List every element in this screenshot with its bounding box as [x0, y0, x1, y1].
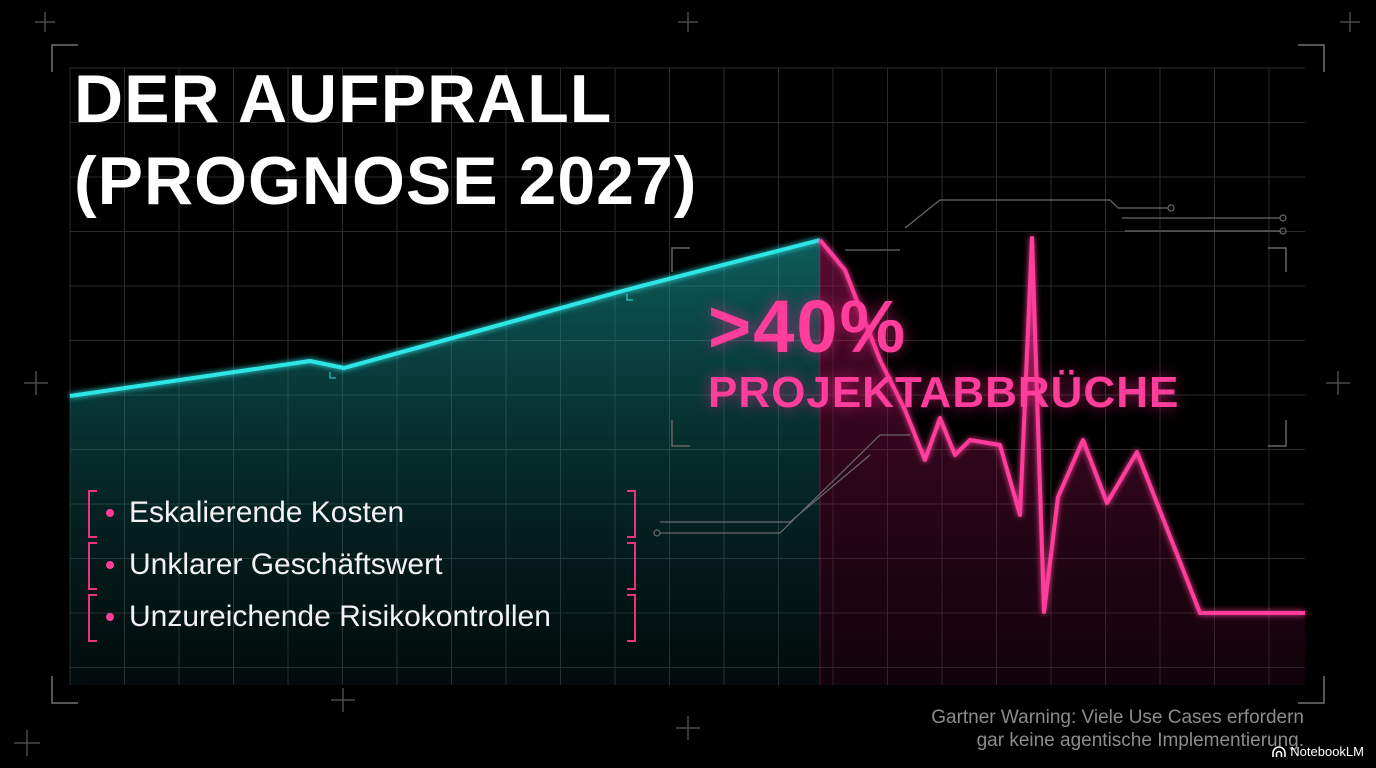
- bullet-text: Unzureichende Risikokontrollen: [129, 600, 551, 633]
- bracket-left-icon: [88, 594, 97, 642]
- bracket-left-icon: [88, 542, 97, 590]
- crosshair-icon: [14, 12, 1360, 756]
- growth-area: [70, 240, 820, 685]
- page-title: DER AUFPRALL (PROGNOSE 2027): [74, 58, 697, 222]
- title-line-1: DER AUFPRALL: [74, 61, 613, 137]
- circuit-lines: [653, 199, 1287, 537]
- bracket-frame: [671, 247, 1287, 447]
- footnote-line-1: Gartner Warning: Viele Use Cases erforde…: [931, 707, 1304, 728]
- footnote: Gartner Warning: Viele Use Cases erforde…: [931, 706, 1304, 752]
- footnote-line-2: gar keine agentische Implementierung.: [976, 730, 1304, 751]
- growth-line: [69, 238, 821, 398]
- stat-value: >40%: [708, 285, 908, 368]
- crash-line: [818, 236, 1305, 615]
- bracket-right-icon: [627, 594, 636, 642]
- bracket-left-icon: [88, 490, 97, 538]
- highlight-stat: >40% PROJEKTABBRÜCHE: [708, 288, 1179, 420]
- pink-dot-icon: [106, 613, 114, 621]
- pink-dot-icon: [106, 509, 114, 517]
- stat-label: PROJEKTABBRÜCHE: [708, 368, 1180, 417]
- bullet-list: Eskalierende Kosten Unklarer Geschäftswe…: [88, 490, 636, 646]
- list-item: Unzureichende Risikokontrollen: [88, 594, 636, 642]
- bracket-right-icon: [627, 490, 636, 538]
- list-item: Eskalierende Kosten: [88, 490, 636, 538]
- notebooklm-logo-icon: [1272, 745, 1287, 757]
- pink-dot-icon: [106, 561, 114, 569]
- brand-badge[interactable]: NotebookLM: [1272, 744, 1364, 759]
- bracket-right-icon: [627, 542, 636, 590]
- brand-label: NotebookLM: [1290, 744, 1364, 759]
- bullet-text: Eskalierende Kosten: [129, 496, 405, 529]
- list-item: Unklarer Geschäftswert: [88, 542, 636, 590]
- title-line-2: (PROGNOSE 2027): [74, 143, 698, 219]
- bullet-text: Unklarer Geschäftswert: [129, 548, 443, 581]
- corner-frame: [51, 44, 1325, 704]
- chart-ticks: [329, 294, 633, 379]
